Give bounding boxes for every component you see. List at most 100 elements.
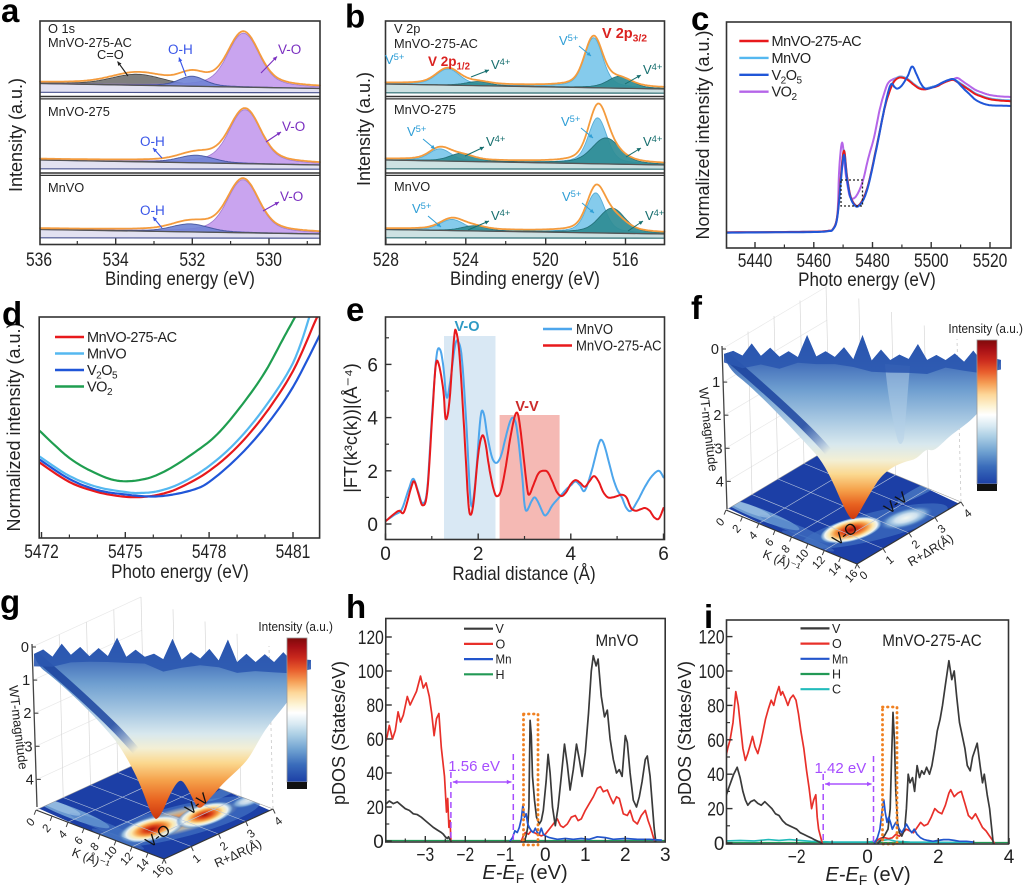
svg-text:MnVO-275-AC: MnVO-275-AC bbox=[48, 35, 132, 50]
svg-text:4: 4 bbox=[566, 544, 577, 565]
svg-text:1.56 eV: 1.56 eV bbox=[448, 758, 500, 775]
svg-text:VO2: VO2 bbox=[87, 380, 113, 399]
svg-text:MnVO-275-AC: MnVO-275-AC bbox=[87, 330, 177, 346]
svg-text:5480: 5480 bbox=[855, 251, 890, 272]
svg-text:80: 80 bbox=[367, 696, 384, 717]
svg-text:524: 524 bbox=[453, 250, 479, 271]
svg-text:O-H: O-H bbox=[168, 42, 193, 57]
svg-text:530: 530 bbox=[256, 250, 282, 271]
svg-text:4: 4 bbox=[26, 772, 34, 788]
svg-text:2: 2 bbox=[933, 847, 944, 868]
svg-text:5520: 5520 bbox=[973, 251, 1008, 272]
svg-text:2: 2 bbox=[367, 462, 378, 483]
svg-text:536: 536 bbox=[26, 250, 52, 271]
svg-text:E-EF (eV): E-EF (eV) bbox=[482, 862, 567, 886]
svg-text:|FT(k³c(k))|(Å⁻⁴): |FT(k³c(k))|(Å⁻⁴) bbox=[341, 363, 361, 493]
svg-text:MnVO: MnVO bbox=[87, 347, 126, 363]
svg-text:MnVO-275-AC: MnVO-275-AC bbox=[772, 34, 862, 50]
svg-text:Photo energy (eV): Photo energy (eV) bbox=[111, 561, 249, 583]
svg-text:20: 20 bbox=[707, 800, 724, 821]
svg-text:1: 1 bbox=[22, 673, 30, 689]
svg-text:V-O: V-O bbox=[282, 119, 305, 134]
svg-text:i: i bbox=[704, 598, 713, 635]
svg-text:40: 40 bbox=[367, 764, 384, 785]
svg-text:2: 2 bbox=[620, 845, 631, 866]
svg-text:Binding energy (eV): Binding energy (eV) bbox=[450, 268, 600, 290]
svg-text:C: C bbox=[832, 683, 841, 697]
svg-text:O 1s: O 1s bbox=[48, 21, 75, 36]
svg-text:VO2: VO2 bbox=[772, 85, 798, 104]
svg-text:4: 4 bbox=[1004, 847, 1015, 868]
svg-text:0: 0 bbox=[367, 515, 378, 536]
svg-text:Normalized intensity (a.u.): Normalized intensity (a.u.) bbox=[693, 30, 713, 239]
svg-text:H: H bbox=[832, 668, 841, 682]
svg-text:Normalized intensity (a.u.): Normalized intensity (a.u.) bbox=[4, 322, 24, 531]
svg-text:Intensity (a.u.): Intensity (a.u.) bbox=[948, 321, 1023, 336]
svg-text:20: 20 bbox=[367, 798, 384, 819]
svg-text:1: 1 bbox=[712, 375, 720, 391]
svg-text:V-O: V-O bbox=[278, 42, 301, 57]
svg-text:0: 0 bbox=[21, 640, 29, 656]
svg-text:1: 1 bbox=[580, 845, 591, 866]
svg-text:60: 60 bbox=[707, 731, 724, 752]
svg-text:Intensity (a.u.): Intensity (a.u.) bbox=[354, 72, 374, 186]
svg-text:pDOS (States/eV): pDOS (States/eV) bbox=[675, 661, 695, 805]
svg-text:C=O: C=O bbox=[97, 47, 124, 62]
svg-text:Intensity (a.u.): Intensity (a.u.) bbox=[6, 78, 26, 192]
svg-text:V-V: V-V bbox=[515, 399, 539, 415]
svg-text:V 2p: V 2p bbox=[394, 21, 420, 36]
svg-text:0: 0 bbox=[540, 845, 551, 866]
svg-text:MnVO: MnVO bbox=[596, 632, 639, 650]
svg-text:5472: 5472 bbox=[24, 542, 59, 563]
svg-text:O: O bbox=[496, 637, 506, 651]
svg-text:c: c bbox=[691, 0, 709, 37]
svg-text:0: 0 bbox=[373, 832, 384, 853]
svg-text:H: H bbox=[496, 668, 505, 682]
svg-text:5478: 5478 bbox=[192, 542, 227, 563]
svg-text:0: 0 bbox=[711, 342, 719, 358]
svg-text:h: h bbox=[346, 588, 366, 625]
svg-text:Mn: Mn bbox=[496, 653, 512, 667]
svg-text:120: 120 bbox=[358, 628, 384, 649]
svg-text:Mn: Mn bbox=[832, 652, 848, 666]
svg-text:V-O: V-O bbox=[455, 319, 480, 335]
svg-text:6: 6 bbox=[367, 355, 378, 376]
svg-text:2: 2 bbox=[473, 544, 484, 565]
svg-text:5481: 5481 bbox=[276, 542, 311, 563]
svg-text:532: 532 bbox=[179, 250, 205, 271]
svg-text:5500: 5500 bbox=[914, 251, 949, 272]
svg-text:MnVO: MnVO bbox=[48, 180, 84, 195]
svg-text:3: 3 bbox=[715, 441, 723, 457]
svg-text:516: 516 bbox=[613, 250, 639, 271]
svg-text:Binding energy (eV): Binding energy (eV) bbox=[105, 268, 255, 290]
svg-text:MnVO-275-AC: MnVO-275-AC bbox=[576, 339, 662, 355]
svg-text:1.42 eV: 1.42 eV bbox=[815, 760, 867, 777]
svg-text:2: 2 bbox=[713, 408, 721, 424]
svg-text:3: 3 bbox=[25, 739, 33, 755]
svg-text:V-O: V-O bbox=[280, 189, 303, 204]
svg-text:4: 4 bbox=[716, 474, 724, 490]
svg-text:V2O5: V2O5 bbox=[87, 363, 118, 382]
svg-text:0: 0 bbox=[380, 544, 391, 565]
svg-text:MnVO: MnVO bbox=[576, 322, 613, 338]
svg-text:2: 2 bbox=[23, 706, 31, 722]
svg-text:6: 6 bbox=[658, 544, 669, 565]
svg-text:a: a bbox=[1, 0, 20, 29]
svg-text:d: d bbox=[2, 295, 22, 332]
svg-text:Radial distance (Å): Radial distance (Å) bbox=[452, 562, 595, 585]
svg-text:MnVO-275: MnVO-275 bbox=[394, 102, 456, 117]
svg-text:Photo energy (eV): Photo energy (eV) bbox=[798, 269, 936, 291]
svg-text:MnVO-275-AC: MnVO-275-AC bbox=[882, 632, 982, 650]
svg-text:534: 534 bbox=[103, 250, 129, 271]
svg-text:pDOS (States/eV): pDOS (States/eV) bbox=[329, 661, 349, 805]
svg-text:e: e bbox=[346, 291, 364, 328]
svg-text:80: 80 bbox=[707, 696, 724, 717]
svg-text:V: V bbox=[496, 622, 505, 636]
svg-text:5460: 5460 bbox=[796, 251, 831, 272]
svg-text:3: 3 bbox=[660, 845, 671, 866]
svg-text:520: 520 bbox=[533, 250, 559, 271]
svg-text:V: V bbox=[832, 622, 841, 636]
svg-text:0: 0 bbox=[862, 847, 873, 868]
svg-text:100: 100 bbox=[699, 662, 725, 683]
svg-text:−2: −2 bbox=[456, 845, 474, 866]
